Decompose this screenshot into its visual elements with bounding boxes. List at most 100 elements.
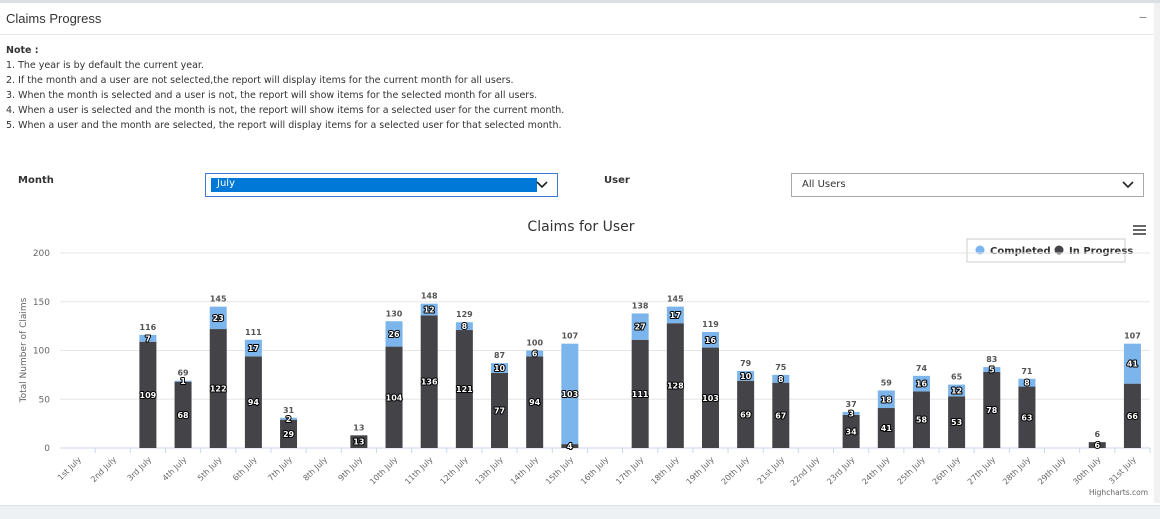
x-tick-label: 19th July (685, 455, 717, 487)
hamburger-menu-icon[interactable] (1130, 222, 1148, 238)
x-tick-label: 30th July (1071, 455, 1103, 487)
bar-completed[interactable] (244, 339, 262, 357)
note-line: 3. When the month is selected and a user… (6, 90, 538, 101)
data-label-in-progress: 6 (1094, 441, 1100, 450)
bar-in-progress[interactable] (244, 356, 262, 448)
bar-completed[interactable] (526, 350, 544, 357)
bar-in-progress[interactable] (877, 408, 895, 448)
x-tick-label: 22nd July (789, 455, 822, 488)
bar-completed[interactable] (209, 306, 227, 330)
collapse-button[interactable]: − (1138, 9, 1148, 25)
bar-completed[interactable] (666, 306, 684, 324)
bar-in-progress[interactable] (385, 346, 403, 448)
bar-in-progress[interactable] (174, 381, 192, 448)
data-label-in-progress: 67 (775, 411, 786, 420)
bar-in-progress[interactable] (350, 435, 368, 448)
month-select-highlight (211, 178, 537, 192)
bar-in-progress[interactable] (842, 414, 860, 448)
bar-in-progress[interactable] (526, 356, 544, 448)
bar-in-progress[interactable] (139, 341, 157, 448)
bar-completed[interactable] (561, 343, 579, 445)
x-tick-label: 31st July (1107, 455, 1138, 486)
bar-in-progress[interactable] (912, 391, 930, 448)
bar-completed[interactable] (842, 411, 860, 415)
claims-chart: Claims for User Completed In Progress To… (0, 205, 1160, 505)
bar-completed[interactable] (948, 384, 966, 397)
stack-total-label: 111 (245, 328, 262, 337)
stack-total-label: 138 (632, 301, 649, 310)
stack-total-label: 83 (986, 355, 997, 364)
bar-in-progress[interactable] (948, 396, 966, 448)
data-label-in-progress: 69 (740, 410, 752, 419)
chevron-down-icon (1122, 181, 1134, 189)
bar-completed[interactable] (280, 417, 298, 420)
bar-completed[interactable] (1123, 343, 1141, 384)
bar-in-progress[interactable] (1088, 442, 1106, 448)
data-label-in-progress: 13 (353, 438, 364, 447)
data-label-completed: 41 (1127, 360, 1139, 369)
bar-in-progress[interactable] (666, 323, 684, 448)
bar-completed[interactable] (772, 374, 790, 383)
data-label-in-progress: 41 (881, 424, 893, 433)
bar-completed[interactable] (983, 367, 1001, 372)
stack-total-label: 59 (881, 378, 893, 387)
bar-in-progress[interactable] (737, 380, 755, 448)
stack-total-label: 130 (386, 309, 403, 318)
bar-completed[interactable] (491, 363, 509, 373)
stack-total-label: 65 (951, 373, 963, 382)
data-label-in-progress: 66 (1127, 412, 1139, 421)
chart-bars (139, 303, 1141, 448)
bar-completed[interactable] (701, 331, 719, 348)
data-label-completed: 2 (286, 415, 292, 424)
legend-item-in-progress[interactable]: In Progress (1054, 245, 1134, 258)
panel-title: Claims Progress (6, 11, 102, 26)
bar-completed[interactable] (139, 334, 157, 342)
x-tick-label: 5th July (196, 455, 224, 483)
bar-in-progress[interactable] (455, 330, 473, 448)
stack-total-label: 107 (561, 332, 578, 341)
stack-total-label: 69 (177, 369, 189, 378)
data-label-completed: 7 (145, 334, 151, 343)
chart-credits[interactable]: Highcharts.com (1089, 488, 1148, 497)
bar-completed[interactable] (420, 303, 438, 316)
bar-completed[interactable] (1018, 378, 1036, 387)
bar-in-progress[interactable] (561, 444, 579, 448)
x-tick-label: 3rd July (126, 455, 154, 483)
bar-in-progress[interactable] (420, 315, 438, 448)
bar-in-progress[interactable] (772, 382, 790, 448)
bar-in-progress[interactable] (983, 371, 1001, 448)
bar-in-progress[interactable] (491, 372, 509, 448)
page-scrollbar[interactable] (1154, 3, 1160, 503)
bar-in-progress[interactable] (1123, 383, 1141, 448)
bar-completed[interactable] (631, 313, 649, 340)
user-select[interactable]: All Users (791, 173, 1144, 197)
bar-in-progress[interactable] (1018, 386, 1036, 448)
bar-completed[interactable] (385, 321, 403, 347)
bar-completed[interactable] (877, 390, 895, 409)
stack-total-label: 129 (456, 310, 473, 319)
x-tick-label: 21st July (756, 455, 787, 486)
bar-completed[interactable] (174, 380, 192, 382)
bar-completed[interactable] (455, 322, 473, 331)
bar-in-progress[interactable] (209, 329, 227, 448)
bar-completed[interactable] (912, 375, 930, 392)
bar-in-progress[interactable] (631, 339, 649, 448)
data-label-completed: 17 (248, 344, 259, 353)
legend-marker-completed (975, 245, 985, 255)
x-tick-label: 13th July (474, 455, 506, 487)
data-label-completed: 8 (778, 375, 784, 384)
x-tick-label: 18th July (649, 455, 681, 487)
month-label: Month (18, 175, 54, 186)
data-label-completed: 16 (916, 380, 928, 389)
bar-in-progress[interactable] (280, 419, 298, 448)
month-select[interactable]: July (205, 173, 558, 197)
bar-in-progress[interactable] (701, 347, 719, 448)
stack-total-label: 145 (210, 295, 227, 304)
x-tick-label: 14th July (509, 455, 541, 487)
x-tick-label: 15th July (544, 455, 576, 487)
x-tick-label: 2nd July (89, 455, 118, 484)
bar-completed[interactable] (737, 370, 755, 381)
stack-total-label: 148 (421, 292, 438, 301)
legend-item-completed[interactable]: Completed (975, 245, 1051, 258)
